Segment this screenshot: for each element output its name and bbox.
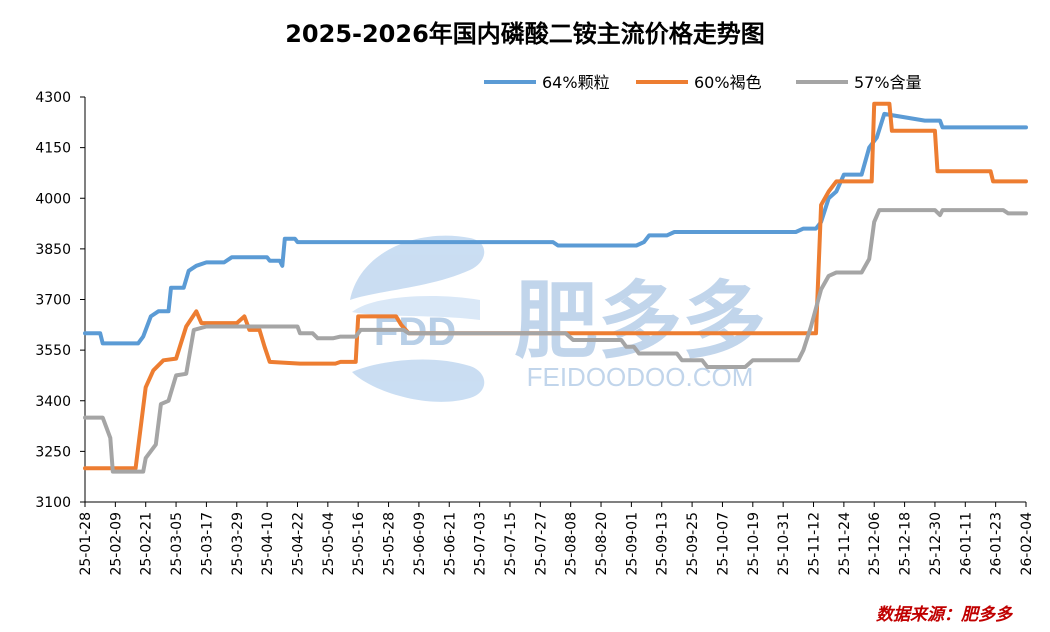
x-tick-label: 25-09-13 — [655, 512, 671, 576]
x-tick-label: 25-12-30 — [928, 512, 944, 576]
x-tick-label: 25-01-28 — [78, 512, 94, 576]
x-tick-label: 25-11-12 — [807, 512, 823, 576]
y-tick-label: 4150 — [35, 141, 71, 157]
x-tick-label: 25-04-22 — [290, 512, 306, 576]
x-tick-label: 26-01-11 — [958, 512, 974, 576]
chart-title: 2025-2026年国内磷酸二铵主流价格走势图 — [285, 20, 765, 48]
series-line-2 — [83, 101, 1028, 471]
x-tick-label: 25-12-18 — [898, 512, 914, 576]
x-tick-label: 25-03-29 — [230, 512, 246, 576]
y-tick-label: 3850 — [35, 242, 71, 258]
x-tick-label: 25-11-24 — [837, 512, 853, 576]
x-tick-label: 25-02-21 — [139, 512, 155, 576]
x-tick-label: 25-09-01 — [624, 512, 640, 576]
y-tick-label: 3700 — [35, 293, 71, 309]
legend: 64%颗粒 60%褐色 57%含量 — [484, 73, 922, 92]
x-tick-label: 25-06-09 — [412, 512, 428, 576]
x-tick-label: 25-09-25 — [685, 512, 701, 576]
legend-label: 57%含量 — [854, 73, 922, 92]
x-tick-label: 25-05-16 — [351, 512, 367, 576]
x-tick-label: 25-05-04 — [321, 512, 337, 576]
y-tick-label: 3100 — [35, 495, 71, 511]
watermark: FDD 肥多多 FEIDOODOO.COM — [350, 235, 766, 402]
x-tick-label: 25-12-06 — [867, 512, 883, 576]
series-line-1 — [83, 111, 1028, 346]
x-tick-label: 25-10-19 — [746, 512, 762, 576]
x-tick-label: 25-07-15 — [503, 512, 519, 576]
y-tick-label: 3400 — [35, 394, 71, 410]
x-tick-label: 25-04-10 — [260, 512, 276, 576]
x-tick-label: 26-02-04 — [1019, 512, 1035, 576]
x-tick-label: 25-05-28 — [382, 512, 398, 576]
x-tick-label: 25-03-05 — [169, 512, 185, 576]
legend-label: 64%颗粒 — [542, 73, 610, 92]
x-tick-label: 26-01-23 — [989, 512, 1005, 576]
x-tick-label: 25-03-17 — [199, 512, 215, 576]
series-lines — [83, 101, 1028, 474]
x-tick-label: 25-08-20 — [594, 512, 610, 576]
y-tick-label: 3250 — [35, 444, 71, 460]
axes: 3100 3250 3400 3550 3700 3850 4000 4150 4300 25-0… — [35, 90, 1035, 576]
x-tick-label: 25-07-03 — [473, 512, 489, 576]
x-tick-label: 25-07-27 — [533, 512, 549, 576]
y-tick-label: 4000 — [35, 191, 71, 207]
legend-label: 60%褐色 — [694, 73, 762, 92]
data-source-note: 数据来源：肥多多 — [876, 605, 1012, 625]
x-tick-label: 25-10-07 — [715, 512, 731, 576]
series-line-3 — [83, 208, 1028, 474]
x-tick-label: 25-10-31 — [776, 512, 792, 576]
x-tick-label: 25-02-09 — [108, 512, 124, 576]
x-tick-label: 25-06-21 — [442, 512, 458, 576]
y-tick-label: 4300 — [35, 90, 71, 106]
watermark-logo-icon: FDD — [350, 235, 485, 402]
y-tick-label: 3550 — [35, 343, 71, 359]
x-tick-label: 25-08-08 — [564, 512, 580, 576]
